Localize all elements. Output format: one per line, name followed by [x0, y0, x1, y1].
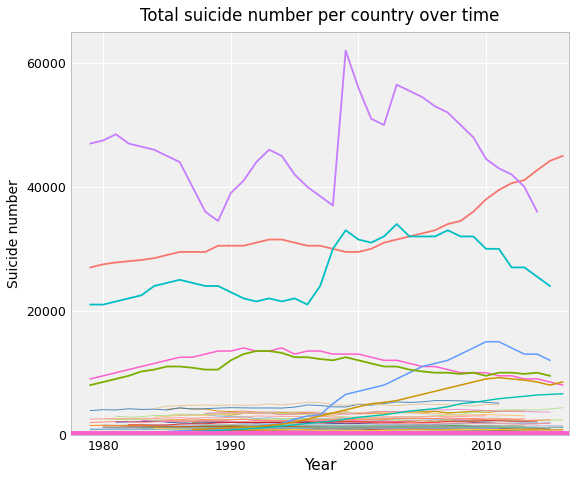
Title: Total suicide number per country over time: Total suicide number per country over ti…	[141, 7, 500, 25]
Y-axis label: Suicide number: Suicide number	[7, 179, 21, 288]
X-axis label: Year: Year	[304, 458, 336, 473]
